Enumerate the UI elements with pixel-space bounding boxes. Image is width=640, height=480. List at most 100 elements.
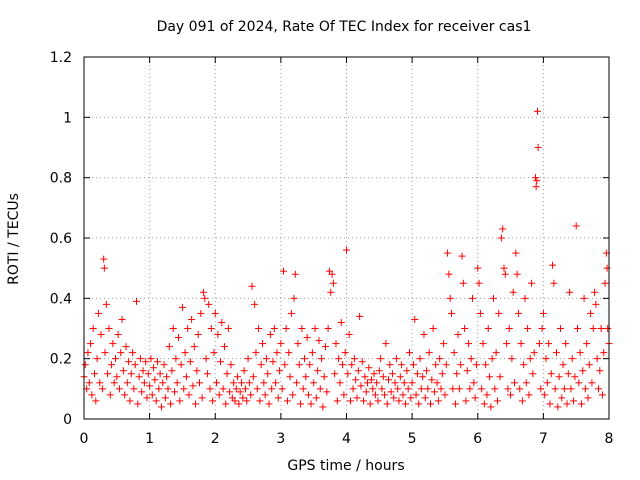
data-point — [463, 367, 471, 375]
data-point — [322, 343, 329, 351]
data-point — [290, 294, 298, 302]
data-point — [534, 144, 542, 151]
data-point — [442, 361, 450, 369]
data-points — [80, 107, 613, 411]
data-point — [574, 325, 581, 332]
data-point — [424, 385, 432, 393]
data-point — [252, 349, 260, 357]
data-point — [601, 279, 609, 287]
data-point — [504, 385, 512, 393]
data-point — [316, 385, 324, 393]
data-point — [104, 370, 112, 378]
data-point — [509, 288, 517, 296]
data-point — [472, 361, 480, 369]
data-point — [127, 370, 135, 378]
data-point — [537, 385, 545, 393]
data-point — [256, 397, 264, 405]
data-point — [514, 309, 522, 317]
y-tick-labels: 0 0.2 0.4 0.6 0.8 1 1.2 — [50, 50, 72, 428]
data-point — [89, 325, 97, 332]
data-point — [85, 379, 93, 387]
x-tick-label: 6 — [473, 431, 482, 447]
data-point — [182, 373, 190, 381]
data-point — [249, 373, 257, 381]
data-point — [314, 367, 322, 375]
data-point — [327, 288, 335, 296]
data-point — [222, 400, 230, 408]
data-point — [239, 394, 247, 402]
data-point — [412, 391, 420, 399]
data-point — [476, 309, 484, 317]
data-point — [119, 367, 127, 375]
data-point — [358, 358, 366, 366]
data-point — [298, 325, 306, 332]
data-point — [501, 270, 509, 278]
data-point — [465, 340, 473, 348]
data-point — [98, 385, 106, 393]
data-point — [112, 355, 119, 363]
x-tick-label: 2 — [211, 431, 220, 447]
data-point — [369, 385, 377, 393]
data-point — [336, 379, 344, 387]
data-point — [140, 379, 148, 387]
data-point — [328, 270, 336, 278]
data-point — [491, 385, 499, 393]
data-point — [469, 294, 476, 302]
data-point — [517, 340, 525, 348]
data-point — [403, 367, 411, 375]
data-point — [341, 349, 349, 357]
data-point — [404, 385, 412, 393]
data-point — [185, 391, 193, 399]
data-point — [92, 397, 100, 405]
data-point — [436, 355, 444, 363]
data-point — [163, 373, 171, 381]
data-point — [520, 361, 528, 369]
data-point — [343, 246, 350, 254]
data-point — [102, 300, 110, 308]
data-point — [230, 379, 238, 387]
data-point — [213, 379, 221, 387]
data-point — [507, 391, 515, 399]
data-point — [144, 370, 152, 378]
data-point — [458, 252, 466, 260]
data-point — [345, 331, 353, 339]
data-point — [490, 294, 497, 302]
data-point — [512, 249, 520, 257]
data-point — [421, 394, 429, 402]
data-point — [304, 391, 312, 399]
data-point — [375, 367, 383, 375]
data-point — [171, 388, 179, 396]
data-point — [446, 294, 454, 302]
data-point — [364, 379, 371, 387]
data-point — [302, 373, 310, 381]
data-point — [585, 361, 593, 369]
data-point — [105, 325, 113, 332]
data-point — [478, 385, 486, 393]
data-point — [381, 391, 389, 399]
data-point — [455, 385, 463, 393]
data-point — [525, 391, 533, 399]
chart-title: Day 091 of 2024, Rate Of TEC Index for r… — [157, 19, 532, 35]
data-point — [457, 361, 465, 369]
data-point — [570, 397, 578, 405]
data-point — [101, 349, 109, 357]
data-point — [81, 361, 89, 369]
data-point — [353, 394, 361, 402]
data-point — [387, 388, 395, 396]
data-point — [495, 309, 503, 317]
data-point — [549, 261, 557, 269]
data-point — [324, 325, 332, 332]
data-point — [454, 331, 462, 339]
data-point — [555, 373, 563, 381]
data-point — [362, 388, 370, 396]
y-tick-label: 0 — [63, 412, 72, 428]
data-point — [350, 355, 358, 363]
data-point — [550, 279, 558, 287]
data-point — [159, 379, 167, 387]
data-point — [88, 391, 96, 399]
data-point — [113, 373, 121, 381]
data-point — [339, 361, 347, 369]
data-point — [340, 391, 348, 399]
data-point — [562, 340, 570, 348]
